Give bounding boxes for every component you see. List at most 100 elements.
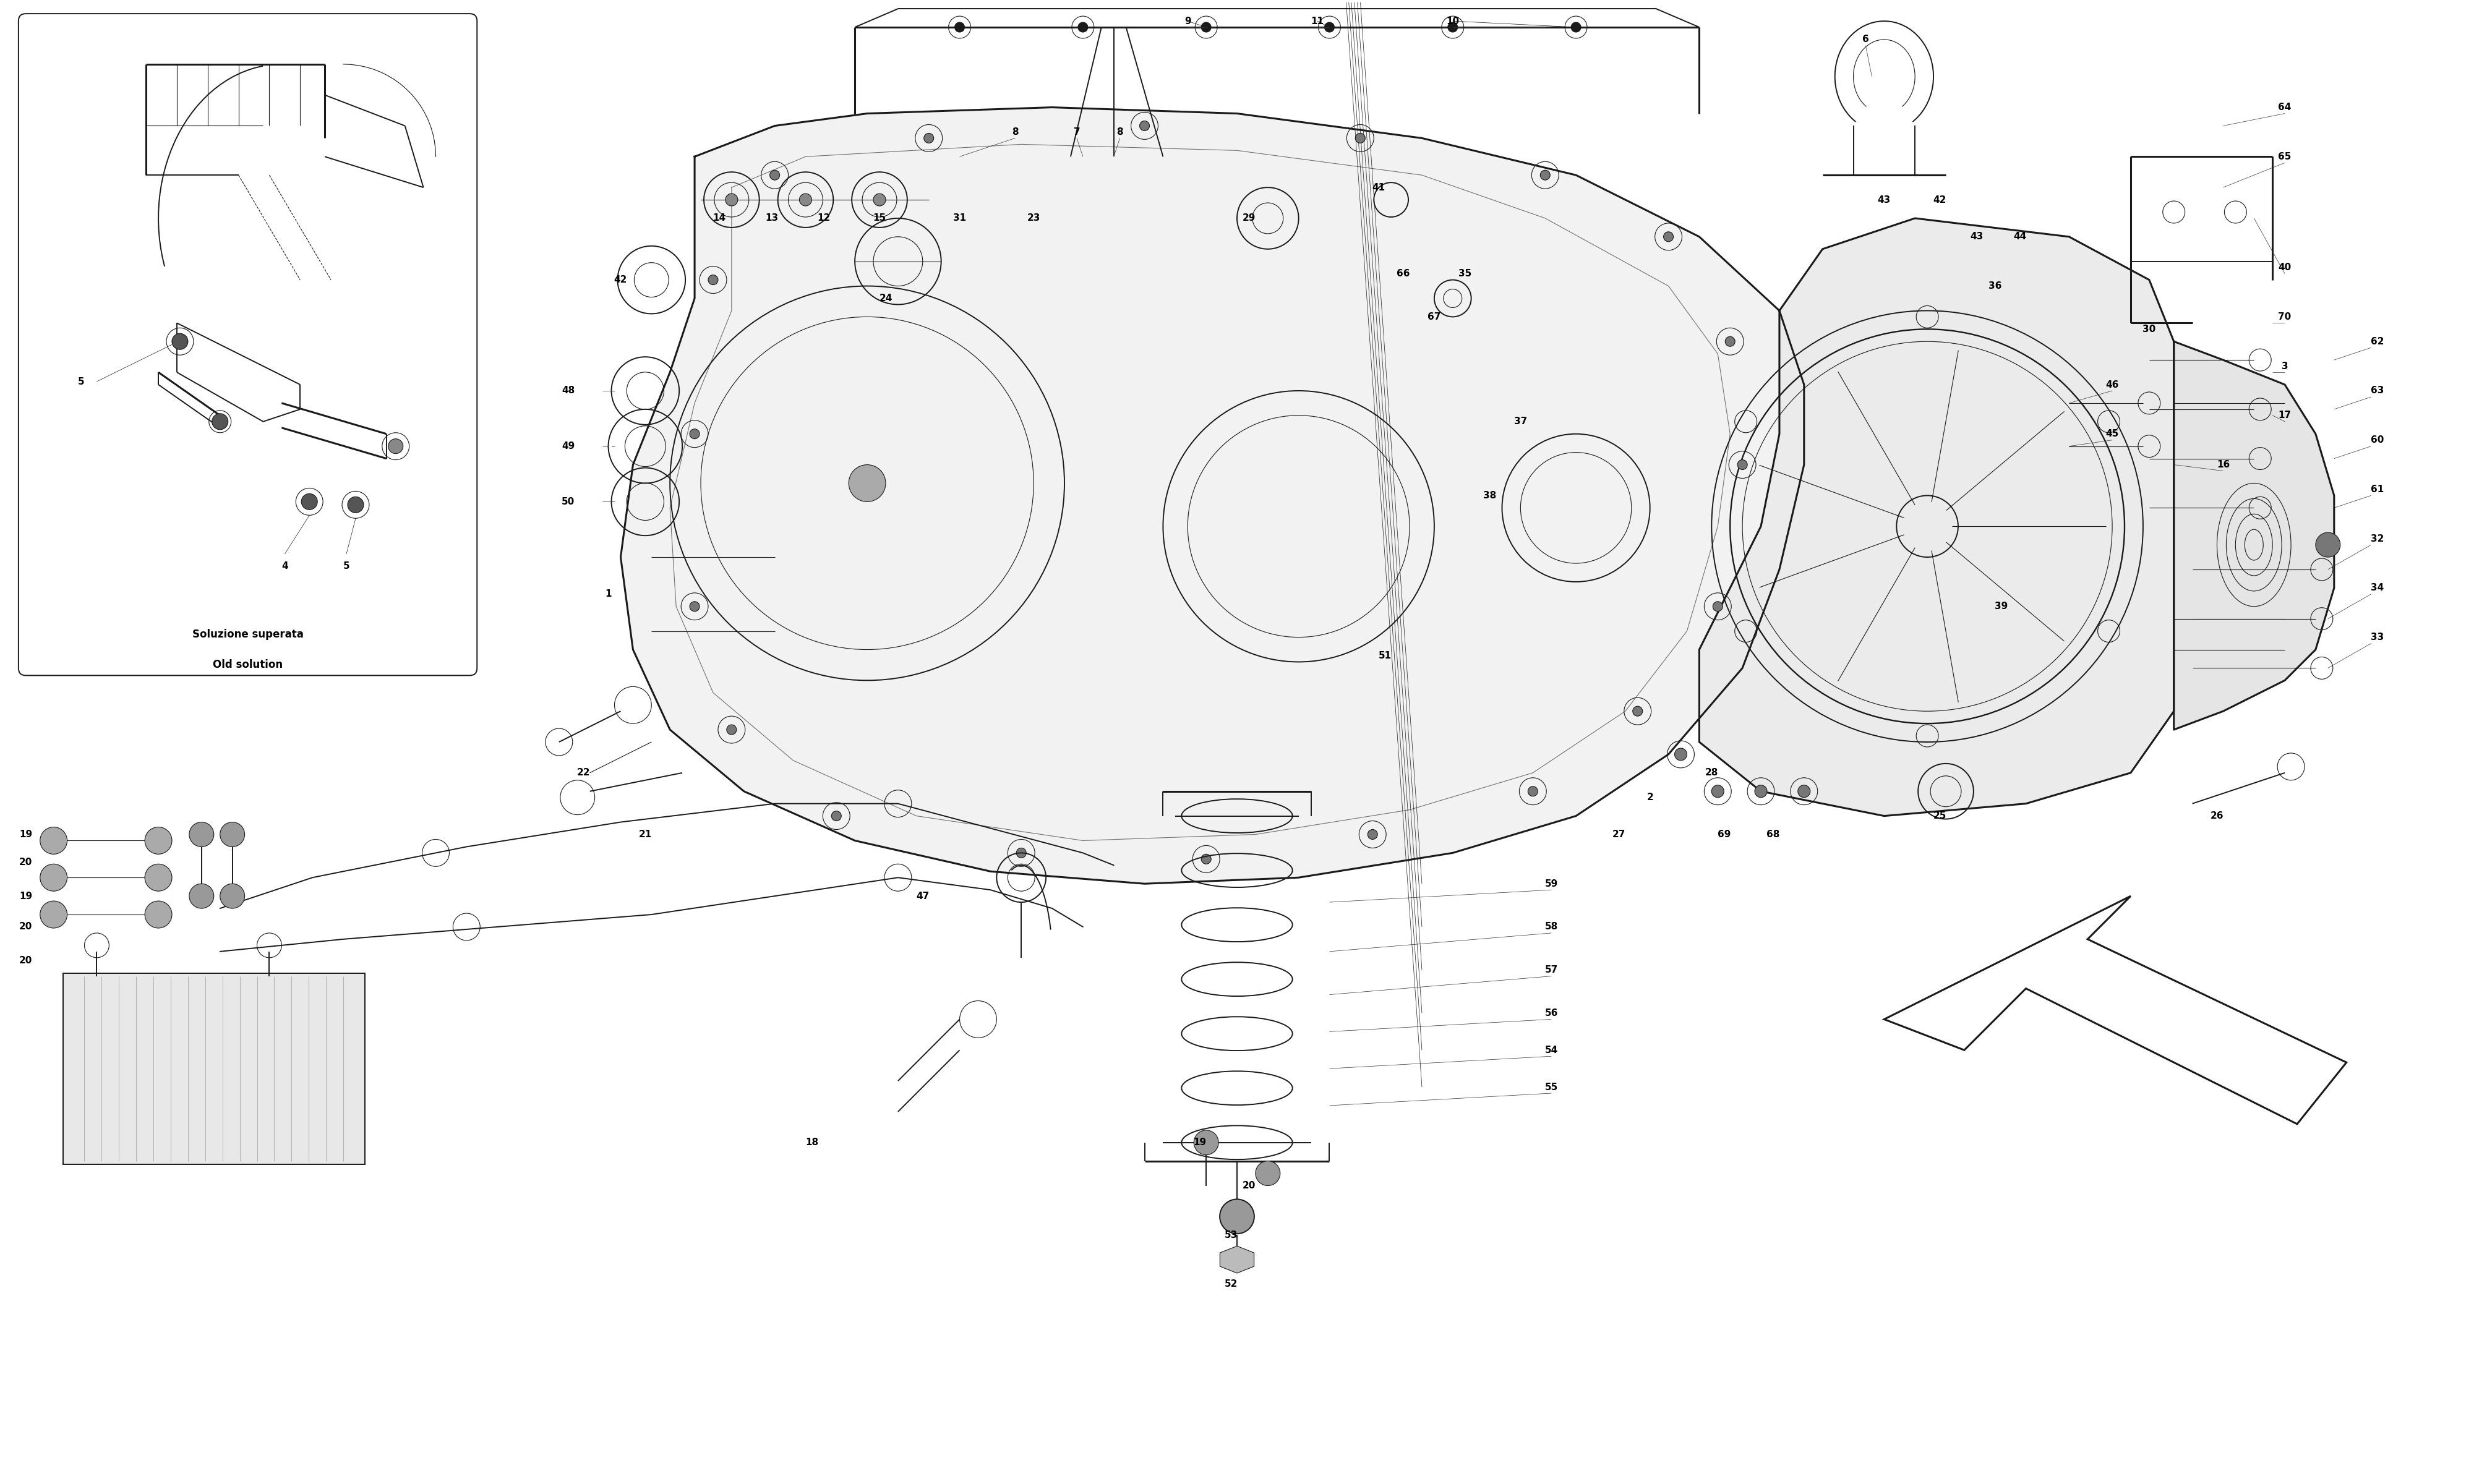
Text: 27: 27 bbox=[1613, 830, 1625, 838]
Text: 31: 31 bbox=[952, 214, 967, 223]
Circle shape bbox=[1447, 22, 1457, 33]
Text: 8: 8 bbox=[1116, 128, 1123, 137]
Circle shape bbox=[302, 494, 317, 509]
Circle shape bbox=[799, 193, 811, 206]
Circle shape bbox=[146, 864, 173, 890]
Text: 66: 66 bbox=[1398, 269, 1410, 279]
FancyBboxPatch shape bbox=[62, 974, 364, 1163]
Polygon shape bbox=[1220, 1247, 1254, 1273]
Text: 55: 55 bbox=[1544, 1082, 1559, 1092]
Text: 22: 22 bbox=[576, 769, 591, 778]
Text: 17: 17 bbox=[2279, 411, 2291, 420]
Text: 39: 39 bbox=[1994, 603, 2009, 611]
Circle shape bbox=[708, 275, 717, 285]
Text: 54: 54 bbox=[1544, 1045, 1559, 1055]
Text: 23: 23 bbox=[1027, 214, 1039, 223]
Text: 6: 6 bbox=[1863, 36, 1868, 45]
Text: 52: 52 bbox=[1225, 1279, 1237, 1290]
Text: 29: 29 bbox=[1242, 214, 1257, 223]
Text: 14: 14 bbox=[713, 214, 725, 223]
Text: 42: 42 bbox=[614, 275, 628, 285]
Circle shape bbox=[1079, 22, 1089, 33]
Circle shape bbox=[2316, 533, 2340, 556]
Circle shape bbox=[1202, 855, 1212, 864]
Circle shape bbox=[220, 884, 245, 908]
Circle shape bbox=[1663, 232, 1672, 242]
Text: 56: 56 bbox=[1544, 1009, 1559, 1018]
Circle shape bbox=[1712, 785, 1724, 797]
Text: 60: 60 bbox=[2370, 435, 2385, 445]
Text: 21: 21 bbox=[638, 830, 651, 838]
Text: 59: 59 bbox=[1544, 879, 1559, 889]
Text: 15: 15 bbox=[873, 214, 886, 223]
Text: 34: 34 bbox=[2370, 583, 2385, 592]
Circle shape bbox=[1368, 830, 1378, 840]
Text: 19: 19 bbox=[20, 830, 32, 838]
Circle shape bbox=[1675, 748, 1687, 760]
Circle shape bbox=[40, 864, 67, 890]
Text: 10: 10 bbox=[1447, 16, 1460, 25]
Text: 26: 26 bbox=[2209, 812, 2224, 821]
Text: 19: 19 bbox=[1192, 1138, 1207, 1147]
Circle shape bbox=[146, 901, 173, 927]
Circle shape bbox=[1356, 134, 1366, 142]
Text: 49: 49 bbox=[562, 442, 574, 451]
Text: 18: 18 bbox=[804, 1138, 819, 1147]
Circle shape bbox=[1541, 171, 1551, 180]
Text: Old solution: Old solution bbox=[213, 659, 282, 671]
Circle shape bbox=[188, 822, 213, 847]
Text: 32: 32 bbox=[2370, 534, 2385, 543]
Circle shape bbox=[690, 429, 700, 439]
Polygon shape bbox=[1700, 218, 2175, 816]
Text: 43: 43 bbox=[1878, 194, 1890, 205]
Text: 46: 46 bbox=[2105, 380, 2118, 389]
Text: 20: 20 bbox=[20, 922, 32, 932]
Circle shape bbox=[923, 134, 933, 142]
Circle shape bbox=[1571, 22, 1581, 33]
Text: 24: 24 bbox=[878, 294, 893, 303]
Text: 7: 7 bbox=[1074, 128, 1081, 137]
Circle shape bbox=[1737, 460, 1747, 469]
Circle shape bbox=[1220, 1199, 1254, 1233]
Text: 44: 44 bbox=[2014, 232, 2026, 242]
Circle shape bbox=[727, 724, 737, 735]
Text: 70: 70 bbox=[2279, 312, 2291, 322]
Circle shape bbox=[220, 822, 245, 847]
Circle shape bbox=[146, 827, 173, 855]
Circle shape bbox=[1712, 601, 1722, 611]
Text: 51: 51 bbox=[1378, 651, 1390, 660]
Text: 64: 64 bbox=[2279, 102, 2291, 111]
Text: 53: 53 bbox=[1225, 1230, 1237, 1239]
Circle shape bbox=[1202, 22, 1212, 33]
Text: 62: 62 bbox=[2370, 337, 2385, 346]
Circle shape bbox=[1724, 337, 1734, 346]
Circle shape bbox=[831, 812, 841, 821]
Text: 2: 2 bbox=[1648, 792, 1653, 801]
Text: 11: 11 bbox=[1311, 16, 1324, 25]
Circle shape bbox=[849, 464, 886, 502]
Circle shape bbox=[690, 601, 700, 611]
Circle shape bbox=[1141, 120, 1150, 131]
Text: 65: 65 bbox=[2279, 151, 2291, 162]
Circle shape bbox=[725, 193, 737, 206]
Polygon shape bbox=[621, 107, 1804, 884]
FancyBboxPatch shape bbox=[17, 13, 477, 675]
Polygon shape bbox=[2175, 341, 2333, 730]
Text: 61: 61 bbox=[2370, 485, 2385, 494]
Text: 57: 57 bbox=[1544, 966, 1559, 975]
Text: 36: 36 bbox=[1989, 282, 2001, 291]
Circle shape bbox=[40, 901, 67, 927]
Text: 9: 9 bbox=[1185, 16, 1190, 25]
Text: 8: 8 bbox=[1012, 128, 1019, 137]
Circle shape bbox=[213, 414, 228, 429]
Text: 16: 16 bbox=[2217, 460, 2229, 469]
Circle shape bbox=[188, 884, 213, 908]
Text: 37: 37 bbox=[1514, 417, 1526, 426]
Text: 13: 13 bbox=[764, 214, 779, 223]
Text: 45: 45 bbox=[2105, 429, 2118, 439]
Text: 67: 67 bbox=[1427, 312, 1440, 322]
Text: 28: 28 bbox=[1705, 769, 1719, 778]
Text: 12: 12 bbox=[816, 214, 831, 223]
Text: 30: 30 bbox=[2142, 325, 2155, 334]
Text: 41: 41 bbox=[1373, 183, 1385, 191]
